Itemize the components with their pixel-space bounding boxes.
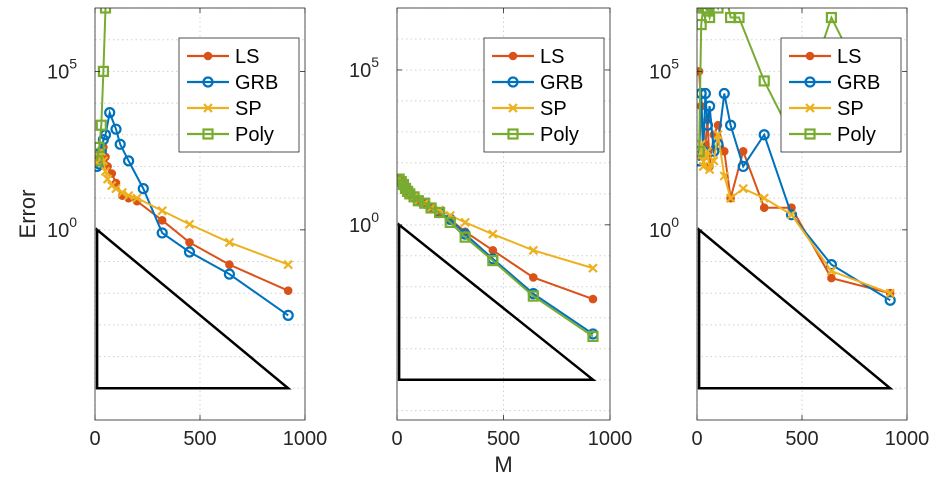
x-tick-label: 1000 xyxy=(588,428,633,450)
x-tick-label: 0 xyxy=(89,428,100,450)
legend-label: SP xyxy=(837,98,864,120)
subplot-3: 0 500 1000 100 105 LS GRB SP Poly xyxy=(649,0,929,450)
subplot-group: 0 500 1000100105ErrorLSGRBSPPoly0 500 100010… xyxy=(15,0,929,477)
legend-label: LS xyxy=(540,46,564,68)
legend-label: LS xyxy=(235,46,259,68)
y-tick-label: 105 xyxy=(649,55,679,83)
data-point xyxy=(709,0,718,3)
y-tick-label: 100 xyxy=(349,209,379,237)
data-point xyxy=(739,148,747,156)
subplot-2: 0 500 1000 100 105 M LS GRB SP Poly xyxy=(349,8,632,477)
legend-marker xyxy=(806,52,814,60)
legend: LS GRB SP Poly xyxy=(179,38,299,152)
data-point xyxy=(530,274,538,282)
data-point xyxy=(226,261,234,269)
legend-marker xyxy=(509,52,517,60)
x-tick-label: 1000 xyxy=(283,428,328,450)
data-point xyxy=(284,287,292,295)
x-axis-label: M xyxy=(494,452,512,477)
legend: LS GRB SP Poly xyxy=(781,38,901,152)
legend-label: Poly xyxy=(235,124,274,146)
data-point xyxy=(589,295,597,303)
legend-label: SP xyxy=(235,98,262,120)
data-point xyxy=(186,239,194,247)
x-tick-label: 500 xyxy=(183,428,216,450)
data-point xyxy=(828,274,836,282)
legend-label: Poly xyxy=(837,124,876,146)
legend-label: SP xyxy=(540,98,567,120)
y-tick-label: 105 xyxy=(47,55,77,83)
y-axis-label: Error xyxy=(15,190,40,239)
legend-label: GRB xyxy=(540,72,583,94)
x-tick-label: 500 xyxy=(785,428,818,450)
data-point xyxy=(158,217,166,225)
subplot-1: 0 500 1000 100 105 Error LS GRB SP Poly xyxy=(15,4,327,451)
legend-label: Poly xyxy=(540,124,579,146)
x-tick-label: 500 xyxy=(487,428,520,450)
x-tick-label: 0 xyxy=(691,428,702,450)
x-tick-label: 1000 xyxy=(885,428,930,450)
legend-label: LS xyxy=(837,46,861,68)
legend-marker xyxy=(204,52,212,60)
data-point xyxy=(489,247,497,255)
legend-label: GRB xyxy=(235,72,278,94)
legend-label: GRB xyxy=(837,72,880,94)
data-point xyxy=(760,204,768,212)
y-tick-label: 105 xyxy=(349,54,379,82)
y-tick-label: 100 xyxy=(649,214,679,242)
y-tick-label: 100 xyxy=(47,214,77,242)
x-tick-label: 0 xyxy=(391,428,402,450)
legend: LS GRB SP Poly xyxy=(484,38,604,152)
